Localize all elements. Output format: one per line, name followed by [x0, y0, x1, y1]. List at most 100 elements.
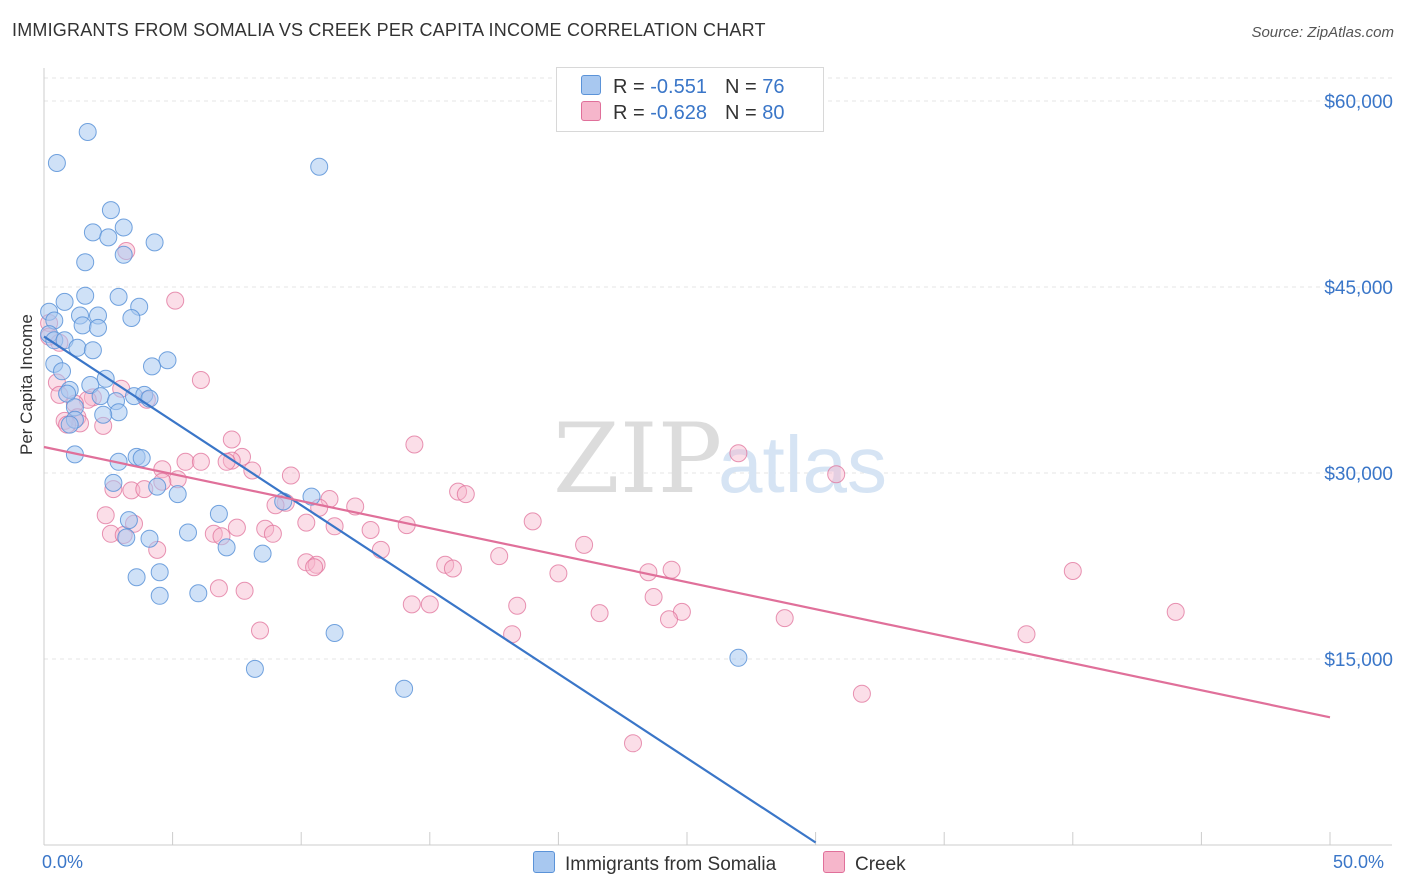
stats-row-creek: R = -0.628 N = 80: [581, 101, 784, 127]
creek-point-59: [490, 547, 509, 566]
creek-point-5: [191, 371, 210, 389]
somalia-point-6: [99, 228, 118, 247]
somalia-point-12: [109, 287, 128, 306]
creek-point-71: [644, 588, 663, 606]
somalia-point-62: [189, 584, 208, 603]
somalia-point-7: [145, 233, 164, 252]
stats-row-somalia: R = -0.551 N = 76: [581, 75, 784, 101]
creek-point-53: [263, 524, 282, 543]
legend-item-creek[interactable]: Creek: [823, 851, 906, 876]
creek-point-30: [827, 465, 846, 484]
creek-point-70: [235, 581, 254, 600]
legend-swatch-creek: [823, 851, 845, 873]
somalia-point-43: [60, 415, 79, 434]
somalia-point-9: [76, 253, 95, 272]
somalia-point-61: [127, 568, 146, 587]
somalia-point-59: [117, 528, 136, 547]
somalia-point-53: [209, 504, 228, 523]
creek-point-1: [166, 291, 185, 310]
somalia-point-57: [140, 529, 159, 548]
trend-lines: [43, 335, 1331, 844]
somalia-point-25: [83, 341, 102, 360]
creek-point-77: [660, 610, 678, 629]
y-tick-labels: $15,000 $30,000 $45,000 $60,000: [1324, 92, 1393, 671]
somalia-point-1: [47, 154, 66, 172]
somalia-point-20: [89, 318, 107, 337]
r-label: R =: [613, 102, 651, 124]
y-tick-label-0: $15,000: [1324, 650, 1393, 671]
somalia-point-11: [55, 292, 74, 311]
creek-point-42: [96, 506, 115, 525]
r-value-creek: -0.628: [650, 102, 707, 124]
creek-point-57: [371, 540, 390, 559]
r-label: R =: [613, 76, 651, 98]
creek-point-72: [402, 595, 421, 614]
creek-point-20: [729, 444, 748, 463]
n-label: N =: [724, 76, 763, 98]
creek-point-84: [624, 734, 642, 753]
creek-point-56: [575, 535, 594, 554]
somalia-point-19: [73, 316, 92, 335]
creek-point-69: [209, 579, 228, 598]
somalia-point-5: [114, 218, 133, 237]
creek-point-47: [523, 512, 542, 531]
somalia-point-27: [143, 357, 161, 376]
creek-point-82: [1017, 625, 1036, 644]
x-tick-max: 50.0%: [1333, 852, 1385, 872]
creek-point-80: [251, 621, 269, 640]
creek-point-62: [305, 558, 324, 577]
somalia-point-65: [245, 659, 264, 678]
somalia-point-46: [132, 449, 151, 468]
creek-point-19: [405, 435, 424, 454]
somalia-point-4: [83, 223, 102, 242]
somalia-point-3: [101, 201, 120, 220]
n-value-creek: 80: [762, 102, 785, 124]
somalia-point-67: [729, 648, 748, 667]
somalia-point-52: [119, 511, 138, 530]
somalia-point-41: [94, 405, 113, 424]
creek-point-67: [662, 560, 681, 579]
creek-point-18: [222, 430, 241, 449]
creek-point-73: [420, 595, 439, 614]
somalia-point-29: [53, 362, 71, 381]
creek-point-50: [361, 521, 380, 539]
somalia-point-2: [310, 157, 329, 176]
n-value-somalia: 76: [762, 76, 785, 98]
legend-item-somalia[interactable]: Immigrants from Somalia: [533, 851, 776, 876]
creek-point-78: [775, 609, 794, 628]
somalia-point-0: [78, 123, 97, 141]
somalia-point-17: [122, 309, 141, 327]
somalia-point-40: [109, 403, 128, 422]
somalia-point-51: [302, 487, 321, 506]
creek-point-61: [307, 555, 326, 574]
somalia-point-48: [104, 473, 123, 492]
y-tick-label-3: $60,000: [1324, 92, 1393, 113]
creek-point-68: [1063, 562, 1082, 580]
somalia-point-26: [158, 351, 177, 370]
creek-point-33: [456, 485, 475, 504]
creek-point-65: [549, 564, 568, 583]
y-tick-label-1: $30,000: [1324, 464, 1393, 485]
watermark: ZIP atlas: [553, 403, 887, 515]
somalia-point-60: [150, 563, 169, 582]
n-label: N =: [724, 102, 763, 124]
creek-point-44: [297, 513, 316, 532]
somalia-point-31: [58, 384, 77, 403]
creek-trend-line: [43, 445, 1331, 719]
somalia-point-66: [395, 679, 414, 698]
y-axis-label: Per Capita Income: [17, 314, 36, 455]
chart-title: IMMIGRANTS FROM SOMALIA VS CREEK PER CAP…: [12, 20, 766, 40]
somalia-point-63: [150, 586, 169, 605]
y-tick-label-2: $45,000: [1324, 278, 1393, 299]
stats-legend: R = -0.551 N = 76 R = -0.628 N = 80: [556, 67, 824, 132]
creek-point-28: [281, 466, 300, 485]
somalia-point-8: [114, 245, 133, 264]
somalia-swatch: [581, 75, 601, 95]
watermark-atlas: atlas: [718, 420, 887, 509]
axes: [43, 68, 1392, 846]
creek-point-79: [1166, 602, 1185, 621]
somalia-point-10: [76, 286, 95, 305]
creek-point-34: [122, 481, 141, 500]
somalia-point-33: [81, 376, 100, 394]
